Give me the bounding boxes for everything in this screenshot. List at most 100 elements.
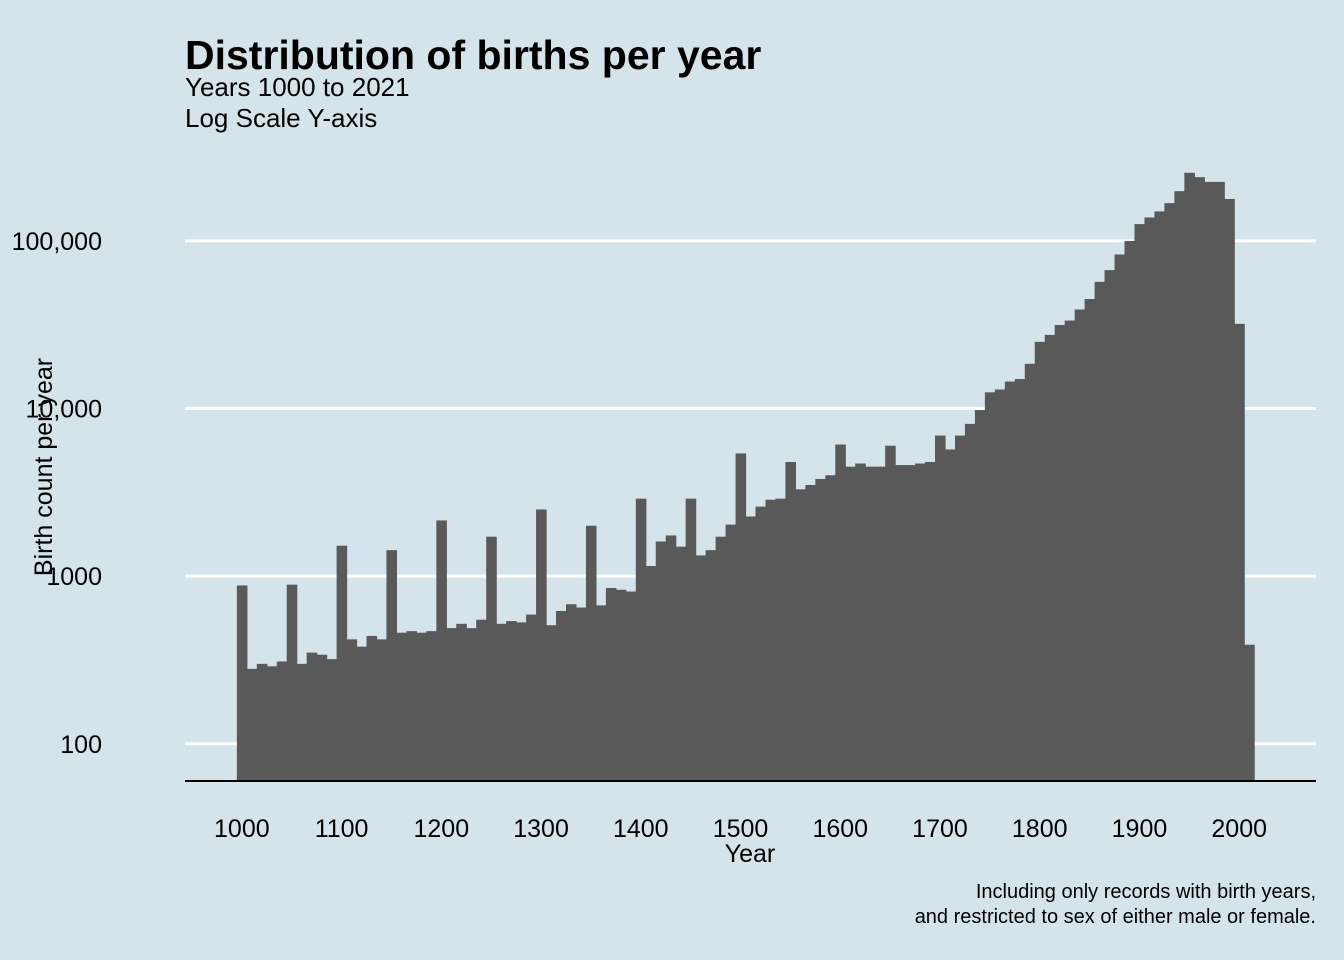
histogram-bar bbox=[286, 584, 298, 781]
histogram-bar bbox=[1014, 379, 1026, 781]
y-tick-label: 10,000 bbox=[26, 396, 102, 424]
x-tick-label: 1800 bbox=[1012, 815, 1068, 843]
histogram-bar bbox=[1224, 198, 1235, 781]
histogram-bar bbox=[1074, 309, 1086, 781]
x-tick-labels: 1000 1100 1200 1300 1400 1500 1600 1700 1800 1900… bbox=[214, 815, 1267, 843]
y-tick-label: 1000 bbox=[46, 563, 102, 591]
histogram-bar bbox=[994, 389, 1006, 781]
histogram-bar bbox=[1144, 217, 1156, 781]
x-axis-label: Year bbox=[725, 840, 776, 868]
histogram-bar bbox=[725, 524, 737, 781]
histogram-bar bbox=[615, 589, 627, 781]
histogram-bar bbox=[715, 536, 727, 781]
x-tick-label: 1900 bbox=[1112, 815, 1168, 843]
x-tick-label: 1700 bbox=[912, 815, 968, 843]
histogram-bar bbox=[935, 435, 946, 781]
histogram-bar bbox=[1034, 341, 1046, 781]
histogram-bar bbox=[705, 550, 717, 781]
histogram-bar bbox=[755, 506, 767, 781]
x-tick-label: 1500 bbox=[713, 815, 769, 843]
histogram-bar bbox=[655, 541, 667, 781]
histogram-bar bbox=[675, 546, 687, 781]
histogram-bar bbox=[456, 623, 467, 781]
histogram-bar bbox=[1064, 320, 1076, 781]
histogram-bar bbox=[765, 499, 777, 781]
x-tick-label: 1600 bbox=[812, 815, 868, 843]
histogram-bar bbox=[1204, 181, 1215, 781]
histogram-bar bbox=[256, 663, 268, 781]
histogram-bar bbox=[645, 566, 657, 781]
histogram-bar bbox=[1054, 325, 1066, 781]
histogram-bar bbox=[326, 659, 338, 781]
histogram-bar bbox=[366, 635, 378, 781]
histogram-bar bbox=[1114, 254, 1126, 782]
histogram-bar bbox=[406, 631, 417, 781]
histogram-bar bbox=[346, 639, 358, 781]
histogram-bar bbox=[426, 631, 437, 781]
histogram-bar bbox=[855, 463, 866, 781]
histogram-bar bbox=[1004, 381, 1016, 781]
histogram-bar bbox=[316, 654, 328, 781]
histogram-bar bbox=[1084, 299, 1096, 781]
chart-title: Distribution of births per year bbox=[185, 32, 761, 78]
histogram-bar bbox=[446, 628, 457, 781]
histogram-bar bbox=[1164, 203, 1175, 781]
histogram-bar bbox=[236, 585, 248, 781]
histogram-bar bbox=[266, 666, 278, 781]
histogram-bar bbox=[775, 498, 787, 781]
x-tick-label: 1000 bbox=[214, 815, 270, 843]
y-axis-label: Birth count per year bbox=[30, 358, 58, 576]
histogram-bar bbox=[595, 605, 607, 781]
histogram-bar bbox=[416, 632, 427, 781]
histogram-bar bbox=[925, 461, 936, 781]
histogram-bar bbox=[1124, 240, 1136, 781]
histogram-bar bbox=[556, 610, 567, 781]
histogram-bar bbox=[605, 588, 617, 781]
histogram-bar bbox=[905, 465, 916, 781]
histogram-bar bbox=[565, 604, 577, 781]
x-tick-label: 1200 bbox=[414, 815, 470, 843]
histogram-bar bbox=[665, 535, 677, 781]
histogram-bar bbox=[306, 652, 318, 781]
histogram-bar bbox=[835, 444, 846, 781]
histogram-bar bbox=[1134, 224, 1146, 781]
histogram-bar bbox=[825, 475, 836, 781]
histogram-bar bbox=[805, 484, 816, 781]
histogram-bar bbox=[795, 489, 806, 781]
histogram-bar bbox=[875, 466, 886, 781]
histogram-bar bbox=[845, 466, 856, 781]
y-tick-label: 100,000 bbox=[12, 228, 102, 256]
histogram-bar bbox=[476, 619, 487, 781]
histogram-bar bbox=[1024, 363, 1036, 781]
histogram-bar bbox=[1184, 172, 1195, 781]
histogram-bar bbox=[466, 628, 477, 781]
histogram-bar bbox=[526, 614, 537, 781]
x-tick-label: 2000 bbox=[1211, 815, 1267, 843]
histogram-bar bbox=[815, 478, 826, 781]
histogram-bar bbox=[336, 545, 348, 781]
chart-subtitle-line-1: Years 1000 to 2021 bbox=[185, 72, 410, 102]
histogram-bar bbox=[546, 625, 557, 781]
histogram-bar bbox=[296, 663, 308, 781]
histogram-bar bbox=[695, 555, 707, 781]
caption-line-2: and restricted to sex of either male or … bbox=[915, 906, 1316, 928]
histogram-bar bbox=[496, 623, 507, 781]
histogram-bar bbox=[585, 525, 597, 781]
histogram-bar bbox=[635, 498, 647, 781]
y-tick-label: 100 bbox=[60, 731, 102, 759]
chart-subtitle-line-2: Log Scale Y-axis bbox=[185, 103, 377, 133]
histogram-bar bbox=[785, 461, 796, 781]
histogram-bar bbox=[735, 453, 747, 781]
histogram-bar bbox=[1104, 270, 1116, 781]
histogram-bar bbox=[276, 661, 288, 781]
histogram-bar bbox=[1044, 334, 1056, 781]
histogram-bars bbox=[236, 172, 1255, 782]
histogram-bar bbox=[974, 410, 986, 781]
x-tick-label: 1100 bbox=[315, 815, 369, 843]
histogram-bar bbox=[625, 591, 637, 781]
histogram-bar bbox=[506, 621, 517, 781]
histogram-bar bbox=[745, 516, 757, 781]
histogram-bar bbox=[486, 536, 497, 781]
y-tick-labels: 100 1000 10,000 100,000 bbox=[12, 228, 102, 759]
